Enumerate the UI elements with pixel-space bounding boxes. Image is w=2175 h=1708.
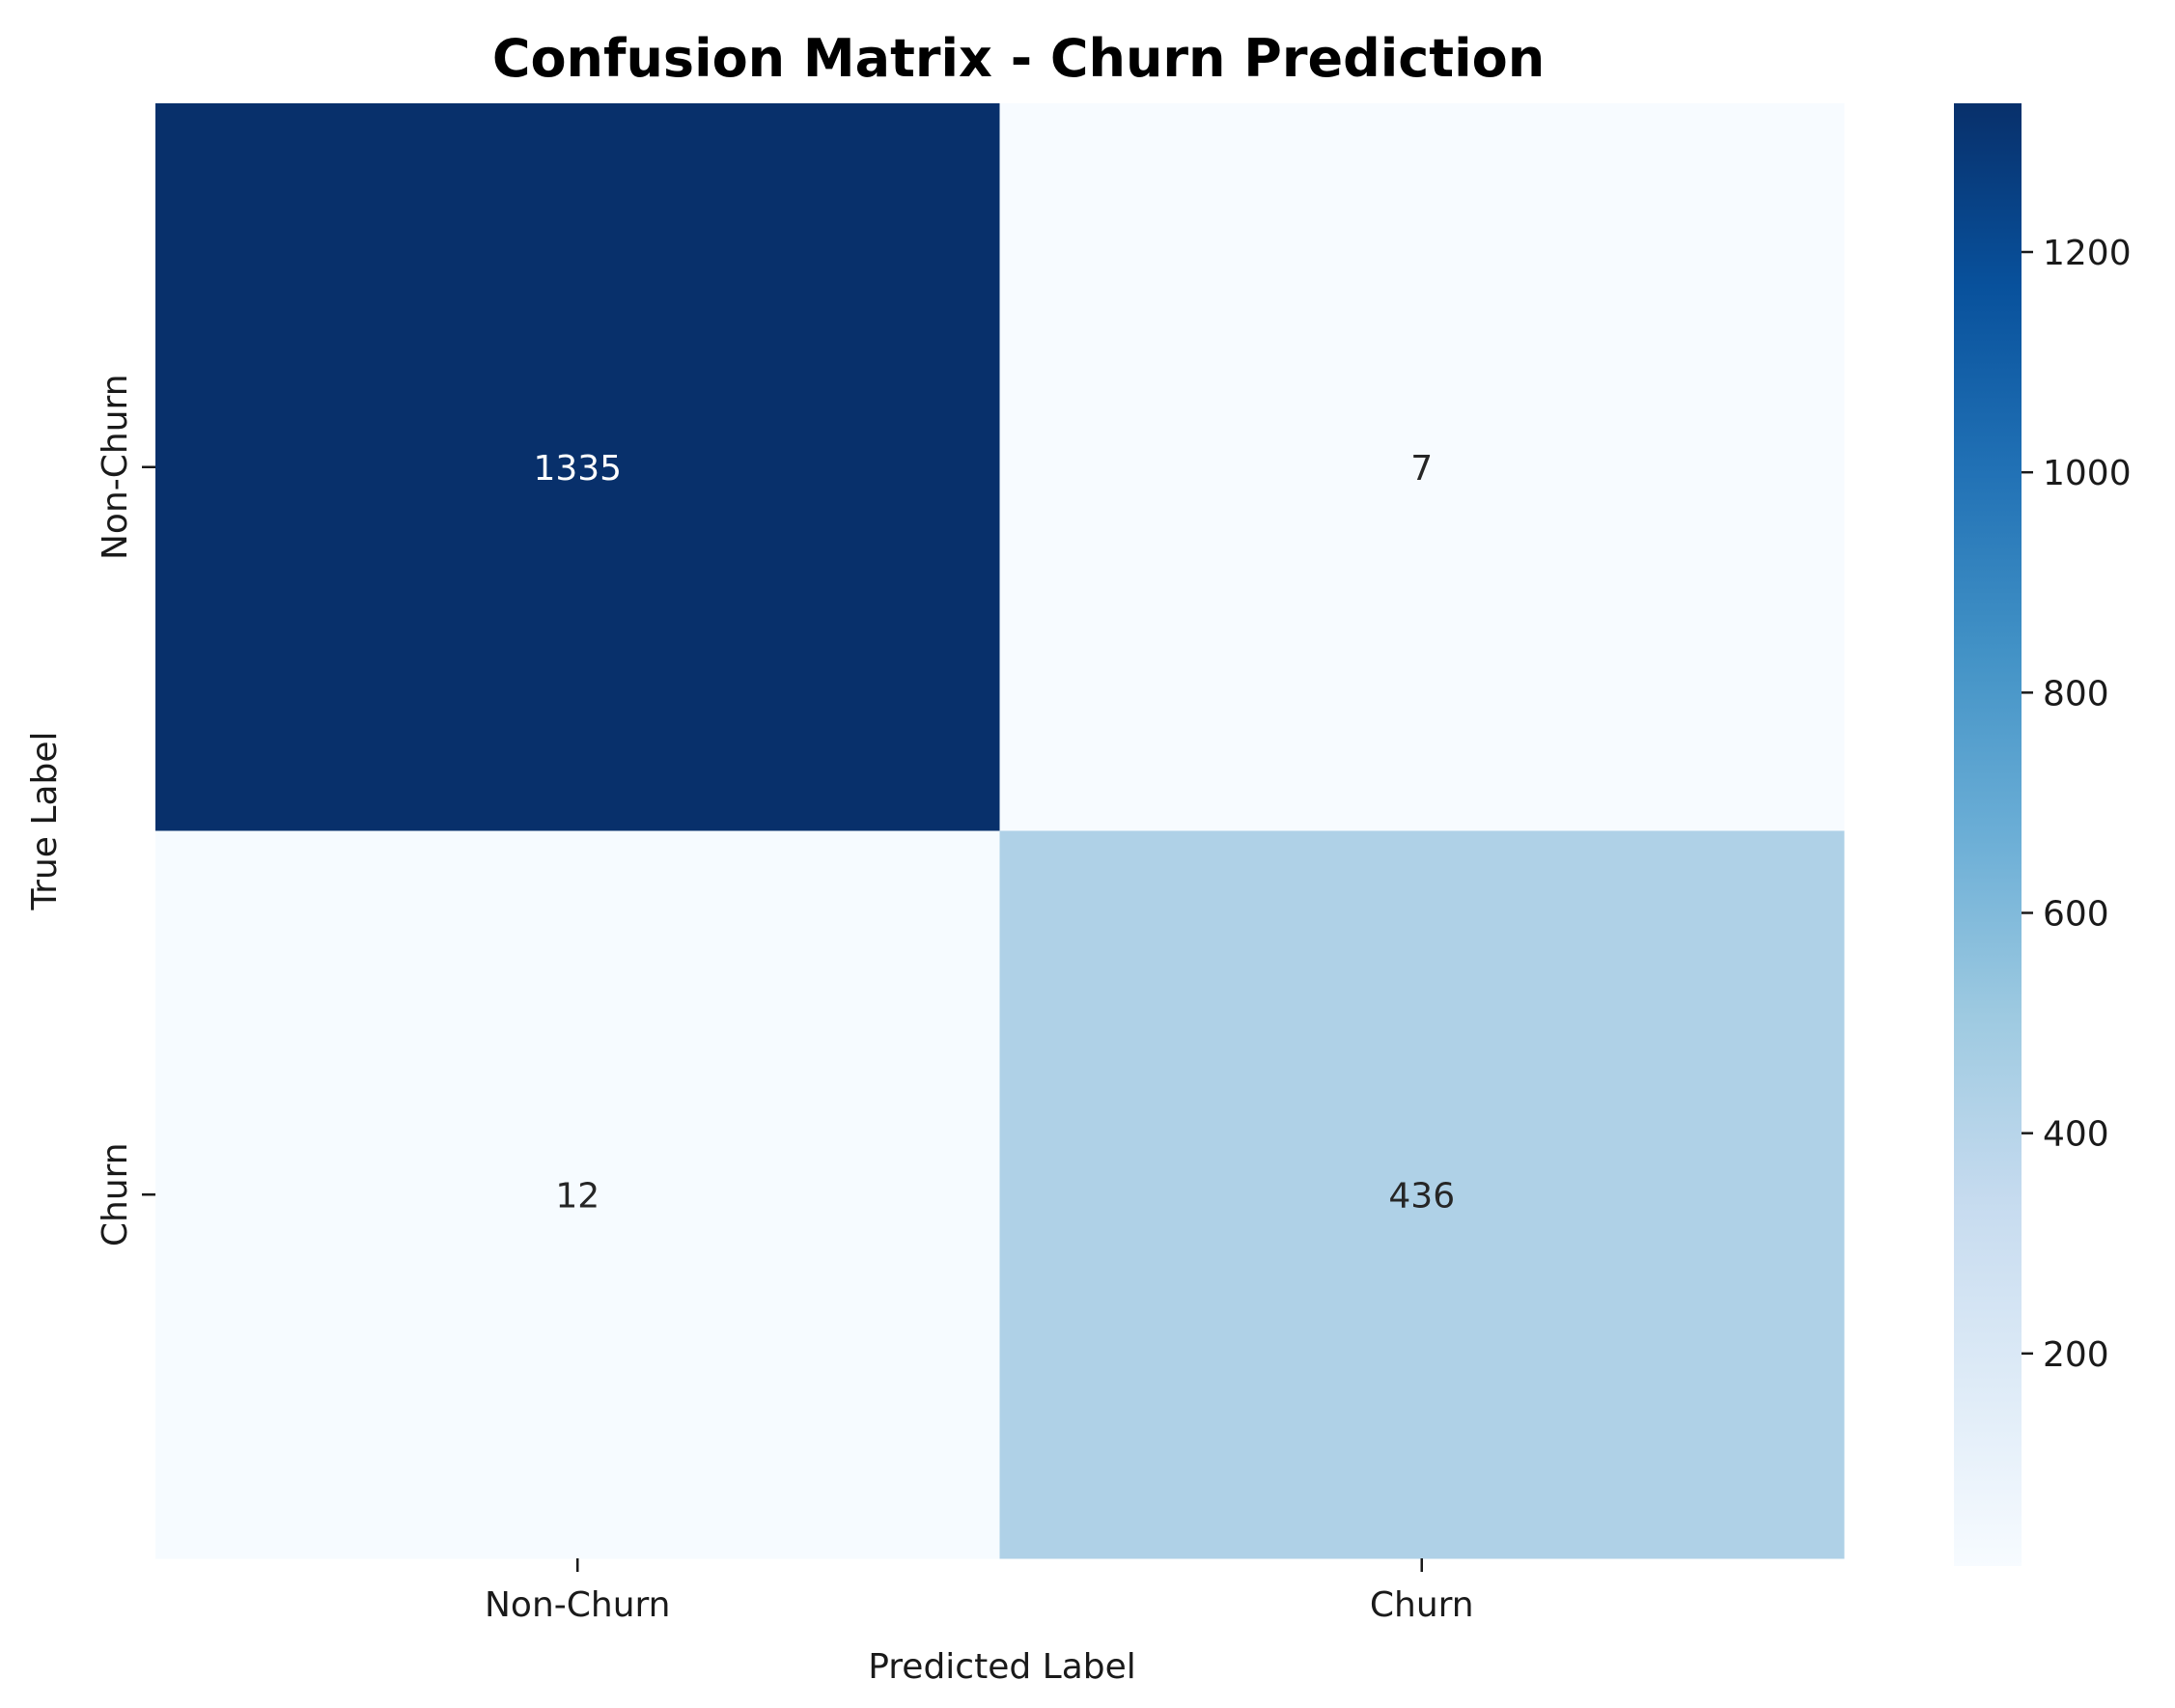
colorbar-tick-label: 600 xyxy=(2043,894,2109,934)
x-axis-label: Predicted Label xyxy=(868,1647,1136,1687)
heatmap-cell xyxy=(999,830,1845,1559)
heatmap-cell xyxy=(999,103,1845,831)
colorbar-tick-label: 800 xyxy=(2043,674,2109,714)
colorbar-tick-label: 400 xyxy=(2043,1115,2109,1155)
y-axis-label: True Label xyxy=(25,731,65,910)
cell-value-label: 7 xyxy=(1410,449,1433,489)
heatmap-cell xyxy=(155,830,1000,1559)
colorbar xyxy=(1954,103,2022,1566)
heatmap-cell xyxy=(155,103,1000,831)
colorbar-tick-label: 1000 xyxy=(2043,454,2132,493)
y-tick-label: Non-Churn xyxy=(96,374,135,560)
heatmap-cell-labels: 1335 7 12 436 xyxy=(533,449,1455,1217)
colorbar-ticks: 200 400 600 800 1000 1200 xyxy=(2022,234,2132,1375)
x-tick-label: Non-Churn xyxy=(485,1585,671,1625)
y-tick-label: Churn xyxy=(96,1142,135,1246)
cell-value-label: 436 xyxy=(1388,1176,1455,1216)
cell-value-label: 1335 xyxy=(533,449,622,489)
y-axis-ticks: Non-Churn Churn xyxy=(96,374,155,1246)
cell-value-label: 12 xyxy=(555,1176,600,1216)
heatmap-cells xyxy=(155,103,1845,1559)
x-tick-label: Churn xyxy=(1370,1585,1474,1625)
x-axis-ticks: Non-Churn Churn xyxy=(485,1558,1474,1625)
colorbar-tick-label: 200 xyxy=(2043,1335,2109,1375)
colorbar-tick-label: 1200 xyxy=(2043,234,2132,273)
chart-title: Confusion Matrix - Churn Prediction xyxy=(492,28,1545,89)
